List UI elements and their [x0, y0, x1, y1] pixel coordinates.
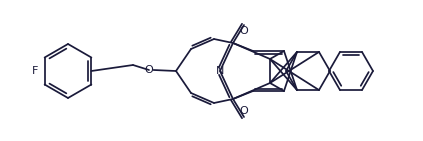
Text: O: O — [239, 106, 248, 116]
Text: N: N — [216, 66, 224, 76]
Text: O: O — [145, 65, 154, 75]
Text: O: O — [239, 26, 248, 36]
Text: F: F — [32, 66, 38, 76]
